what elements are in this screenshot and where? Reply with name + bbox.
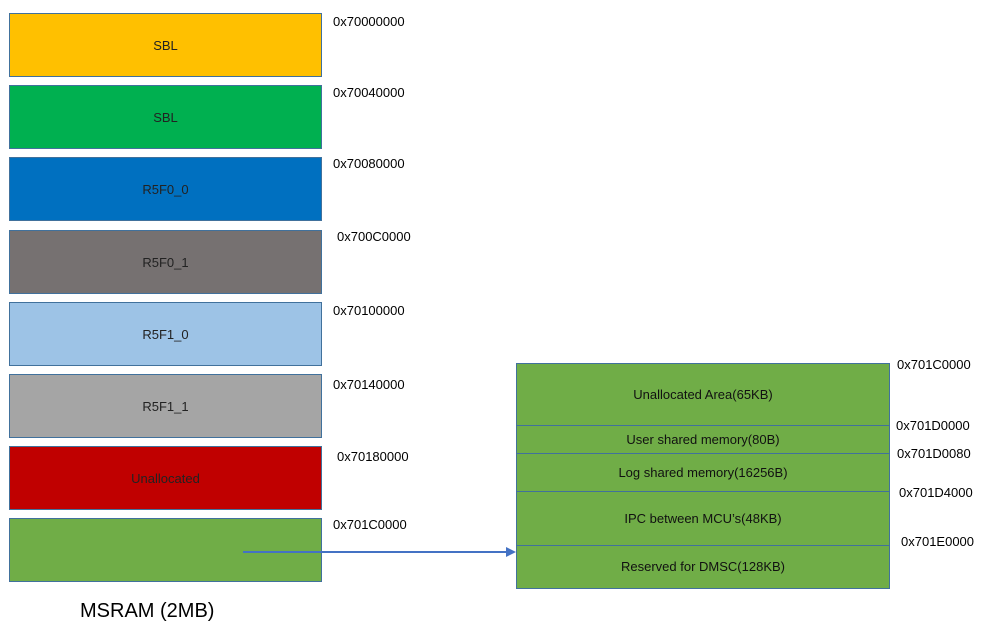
region-address: 0x701D4000 [899, 485, 973, 500]
block-address: 0x70080000 [333, 156, 405, 171]
block-address: 0x70000000 [333, 14, 405, 29]
block-sbl-1: SBL [9, 13, 322, 77]
region-address: 0x701E0000 [901, 534, 975, 549]
row-divider [517, 545, 889, 546]
block-r5f1-0: R5F1_0 [9, 302, 322, 366]
row-divider [517, 453, 889, 454]
block-r5f0-0: R5F0_0 [9, 157, 322, 221]
region-address: 0x701D0000 [896, 418, 970, 433]
row-label: Unallocated Area(65KB) [633, 387, 773, 402]
block-label: Unallocated [131, 470, 200, 486]
block-address: 0x700C0000 [337, 229, 411, 244]
block-label: SBL [153, 37, 178, 53]
block-label: R5F0_1 [142, 254, 189, 270]
expanded-region: Unallocated Area(65KB) User shared memor… [516, 363, 890, 589]
row-label: Reserved for DMSC(128KB) [621, 559, 785, 574]
block-label: R5F1_1 [142, 398, 189, 414]
row-divider [517, 491, 889, 492]
block-address: 0x70140000 [333, 377, 405, 392]
row-divider [517, 425, 889, 426]
block-shared-region [9, 518, 322, 582]
block-r5f0-1: R5F0_1 [9, 230, 322, 294]
row-label: Log shared memory(16256B) [618, 464, 788, 480]
region-row-log-shared: Log shared memory(16256B) [517, 453, 889, 491]
block-address: 0x701C0000 [333, 517, 407, 532]
block-address: 0x70040000 [333, 85, 405, 100]
block-unallocated: Unallocated [9, 446, 322, 510]
block-label: R5F1_0 [142, 326, 189, 342]
block-r5f1-1: R5F1_1 [9, 374, 322, 438]
block-address: 0x70100000 [333, 303, 405, 318]
region-row-dmsc: Reserved for DMSC(128KB) [517, 545, 889, 588]
region-address: 0x701D0080 [897, 446, 971, 461]
block-address: 0x70180000 [337, 449, 409, 464]
memory-caption: MSRAM (2MB) [80, 600, 215, 622]
region-address: 0x701C0000 [897, 357, 971, 372]
region-row-ipc: IPC between MCU’s(48KB) [517, 491, 889, 545]
block-label: SBL [153, 109, 178, 125]
row-label: User shared memory(80B) [626, 431, 780, 447]
region-row-unallocated: Unallocated Area(65KB) [517, 364, 889, 425]
row-label: IPC between MCU’s(48KB) [624, 510, 782, 526]
region-row-user-shared: User shared memory(80B) [517, 425, 889, 453]
block-label: R5F0_0 [142, 181, 189, 197]
block-sbl-2: SBL [9, 85, 322, 149]
